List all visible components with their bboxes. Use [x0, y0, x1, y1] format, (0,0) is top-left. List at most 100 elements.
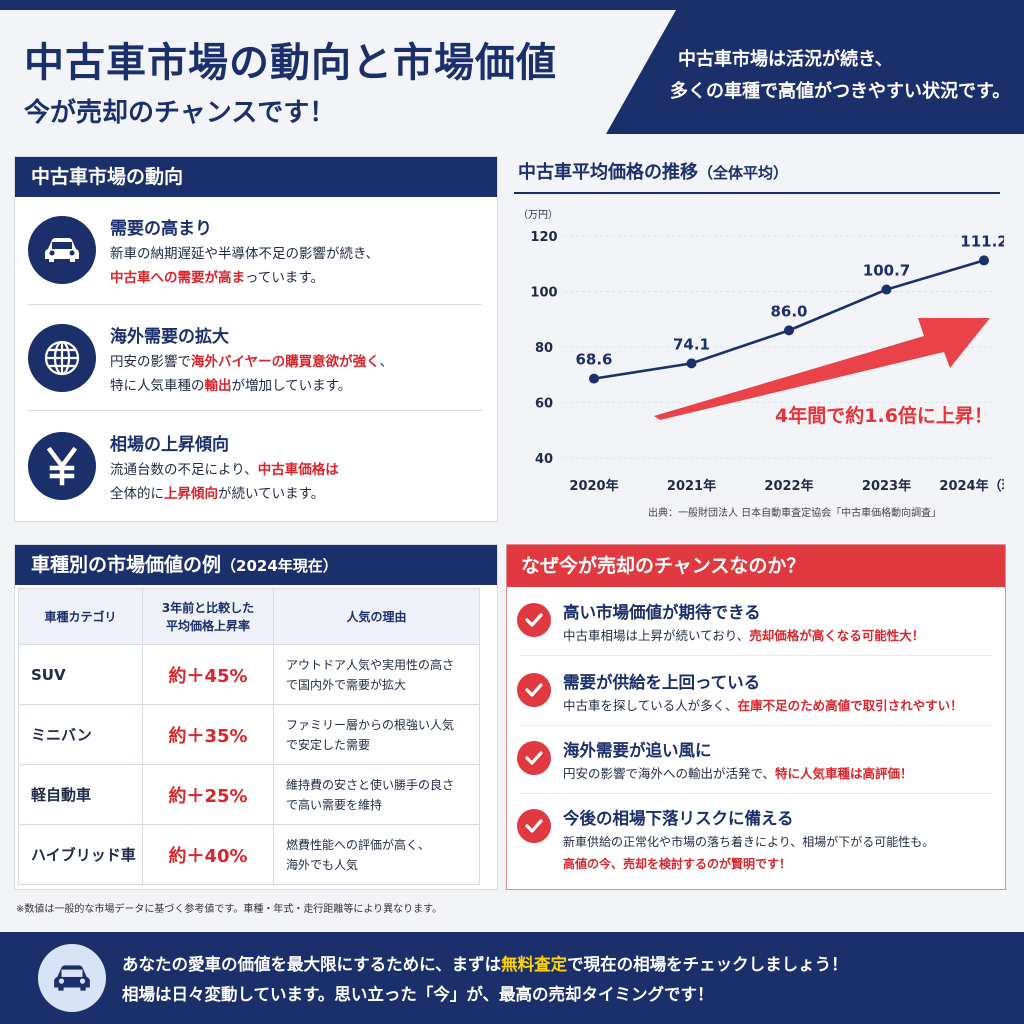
trend-text-pre: 全体的に [110, 486, 164, 502]
cell-rate: 約＋25% [142, 764, 274, 825]
reason-highlight: 特に人気車種は高評価！ [775, 766, 913, 781]
reason-text: 中古車相場は上昇が続いており、売却価格が高くなる可能性大！ [563, 625, 924, 647]
reason-highlight: 在庫不足のため高値で取引されやすい！ [737, 698, 963, 713]
reason-highlight: 高値の今、売却を検討するのが賢明です！ [563, 857, 792, 871]
cell-reason-line: で安定した需要 [286, 737, 371, 752]
cell-reason-line: で国内外で需要が拡大 [286, 677, 407, 692]
cell-reason-line: ファミリー層からの根強い人気 [286, 717, 455, 732]
data-point [784, 325, 794, 336]
trend-text-rest: っています。 [245, 270, 324, 286]
data-point [881, 284, 892, 295]
trend-text-post: が増加しています。 [231, 378, 352, 394]
data-point [686, 358, 697, 369]
trend-title: 相場の上昇傾向 [110, 435, 229, 455]
check-icon [517, 809, 551, 843]
header-banner: 中古車市場は活況が続き、 多くの車種で高値がつきやすい状況です。 [606, 10, 1024, 134]
footer-text: あなたの愛車の価値を最大限にするために、まずは無料査定で現在の相場をチェックしま… [122, 950, 848, 1010]
reason-text-pre: 中古車を探している人が多く、 [563, 698, 738, 713]
trend-item-demand: 需要の高まり 新車の納期遅延や半導体不足の影響が続き、 中古車への需要が高まって… [14, 198, 484, 304]
yen-icon [28, 432, 96, 500]
chart-title-paren: （全体平均） [698, 164, 789, 182]
trend-text-pre: 流通台数の不足により、 [110, 462, 258, 478]
column-header-rate: 3年前と比較した 平均価格上昇率 [142, 588, 274, 645]
trend-title: 需要の高まり [110, 219, 212, 239]
page-subtitle: 今が売却のチャンスです！ [24, 98, 336, 128]
reason-text-pre: 円安の影響で海外への輸出が活発で、 [563, 766, 776, 781]
table-header-row: 車種カテゴリ 3年前と比較した 平均価格上昇率 人気の理由 [18, 588, 480, 645]
trend-item-overseas: 海外需要の拡大 円安の影響で海外バイヤーの購買意欲が強く、 特に人気車種の輸出が… [14, 306, 484, 412]
reason-text-pre: 新車供給の正常化や市場の落ち着きにより、相場が下がる可能性も。 [563, 835, 935, 849]
trend-highlight: 輸出 [204, 378, 232, 394]
footer-cta: あなたの愛車の価値を最大限にするために、まずは無料査定で現在の相場をチェックしま… [0, 932, 1024, 1024]
globe-icon [28, 324, 96, 392]
reason-text-pre: 中古車相場は上昇が続いており、 [563, 628, 750, 643]
cell-category: 軽自動車 [18, 764, 143, 825]
trend-text: 流通台数の不足により、中古車価格は 全体的に上昇傾向が続いています。 [110, 458, 339, 506]
chart-title: 中古車平均価格の推移（全体平均） [518, 158, 788, 184]
data-label: 68.6 [575, 351, 612, 369]
data-label: 86.0 [770, 302, 807, 320]
table-heading-paren: （2024年現在） [221, 557, 338, 575]
reason-text: 新車供給の正常化や市場の落ち着きにより、相場が下がる可能性も。 高値の今、売却を検… [563, 831, 934, 875]
cell-reason-line: アウトドア人気や実用性の高さ [286, 657, 455, 672]
cell-reason: ファミリー層からの根強い人気 で安定した需要 [273, 704, 480, 765]
why-now-section: なぜ今が売却のチャンスなのか？ 高い市場価値が期待できる 中古車相場は上昇が続い… [506, 544, 1006, 890]
table-row: 軽自動車 約＋25% 維持費の安さと使い勝手の良さ で高い需要を維持 [18, 764, 480, 825]
reason-text: 円安の影響で海外への輸出が活発で、特に人気車種は高評価！ [563, 763, 913, 785]
cell-rate: 約＋40% [142, 824, 274, 885]
table-row: SUV 約＋45% アウトドア人気や実用性の高さ で国内外で需要が拡大 [18, 644, 480, 705]
top-stripe [0, 0, 1024, 10]
banner-line-1: 中古車市場は活況が続き、 [678, 49, 893, 70]
price-line-chart: （万円） 40 60 80 100 120 68.6 74.1 86.0 100.7 111.2 2… [518, 209, 1004, 494]
table-row: ミニバン 約＋35% ファミリー層からの根強い人気 で安定した需要 [18, 704, 480, 765]
reason-highlight: 売却価格が高くなる可能性大！ [749, 628, 925, 643]
y-tick-label: 80 [535, 341, 553, 356]
banner-line-2: 多くの車種で高値がつきやすい状況です。 [670, 81, 1011, 102]
cell-rate: 約＋35% [142, 704, 274, 765]
trend-text-pre: 円安の影響で [110, 354, 191, 370]
cell-reason-line: 維持費の安さと使い勝手の良さ [286, 777, 455, 792]
footer-line-2: 相場は日々変動しています。思い立った「今」が、最高の売却タイミングです！ [122, 985, 714, 1004]
table-note: ※数値は一般的な市場データに基づく参考値です。車種・年式・走行距離等により異なり… [16, 904, 443, 915]
footer-highlight: 無料査定 [501, 955, 568, 974]
y-tick-label: 40 [535, 452, 553, 467]
footer-text-pre: あなたの愛車の価値を最大限にするために、まずは [122, 955, 502, 974]
data-point [979, 255, 989, 266]
cell-reason-line: 海外でも人気 [286, 857, 359, 872]
trend-title: 海外需要の拡大 [110, 327, 229, 347]
y-tick-label: 120 [530, 230, 557, 245]
divider [28, 410, 482, 411]
page-title: 中古車市場の動向と市場価値 [24, 40, 557, 86]
car-icon [28, 216, 96, 284]
y-axis-unit: （万円） [518, 209, 558, 221]
chart-title-main: 中古車平均価格の推移 [518, 162, 698, 183]
cell-category: SUV [18, 644, 143, 705]
x-tick-label: 2022年 [764, 478, 813, 494]
chart-annotation: 4年間で約1.6倍に上昇！ [775, 404, 993, 427]
market-trends-heading: 中古車市場の動向 [15, 157, 497, 197]
trend-text-post: 、 [379, 354, 394, 370]
why-now-heading: なぜ今が売却のチャンスなのか？ [507, 545, 1005, 587]
cell-reason-line: 燃費性能への評価が高く、 [286, 837, 431, 852]
trend-text-pre: 特に人気車種の [110, 378, 205, 394]
data-label: 111.2 [960, 232, 1004, 250]
reason-title: 今後の相場下落リスクに備える [563, 809, 794, 828]
divider [521, 655, 993, 656]
trend-highlight: 上昇傾向 [164, 486, 218, 502]
trend-item-price: 相場の上昇傾向 流通台数の不足により、中古車価格は 全体的に上昇傾向が続いていま… [14, 414, 484, 520]
chart-title-rule [514, 192, 1000, 194]
column-header-reason: 人気の理由 [273, 588, 480, 645]
trend-text: 新車の納期遅延や半導体不足の影響が続き、 中古車への需要が高まっています。 [110, 242, 379, 290]
x-tick-label: 2023年 [862, 478, 911, 494]
reason-text: 中古車を探している人が多く、在庫不足のため高値で取引されやすい！ [563, 695, 963, 717]
check-icon [517, 673, 551, 707]
cell-category: ミニバン [18, 704, 143, 765]
cell-reason: 維持費の安さと使い勝手の良さ で高い需要を維持 [273, 764, 480, 825]
trend-text: 円安の影響で海外バイヤーの購買意欲が強く、 特に人気車種の輸出が増加しています。 [110, 350, 393, 398]
trend-text-line: 新車の納期遅延や半導体不足の影響が続き、 [110, 246, 380, 262]
data-label: 74.1 [673, 335, 710, 353]
trend-highlight: 中古車への需要が高ま [110, 270, 245, 286]
reason-title: 海外需要が追い風に [563, 741, 712, 760]
reason-title: 需要が供給を上回っている [563, 673, 761, 692]
reason-title: 高い市場価値が期待できる [563, 603, 761, 622]
